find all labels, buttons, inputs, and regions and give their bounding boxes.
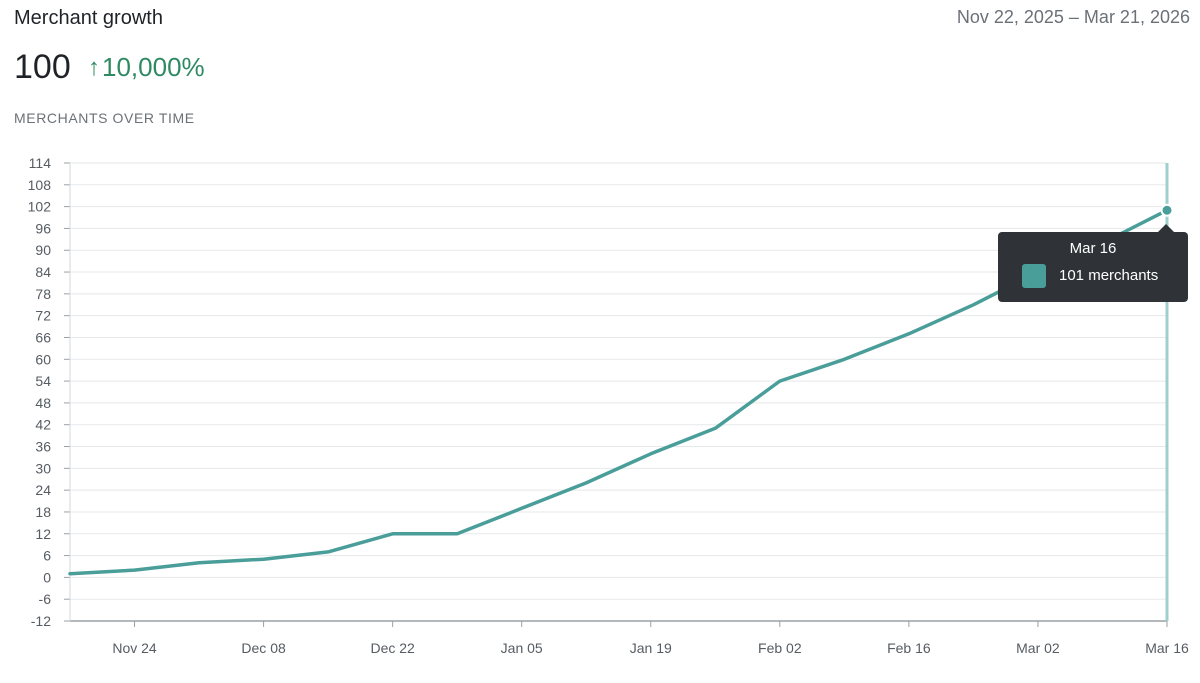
y-tick-label: 114 [29, 155, 52, 171]
y-tick-label: 6 [43, 548, 51, 564]
tooltip-value: 101 merchants [1059, 267, 1159, 284]
metric-value: 100 [14, 48, 71, 86]
y-tick-label: 24 [35, 482, 51, 498]
y-tick-label: 30 [35, 460, 51, 476]
tooltip-swatch [1022, 264, 1046, 288]
y-tick-label: -6 [39, 591, 52, 607]
x-tick-label: Jan 19 [630, 640, 672, 656]
chart-tooltip: Mar 16 101 merchants [998, 224, 1188, 302]
y-tick-label: 12 [35, 526, 51, 542]
x-tick-label: Nov 24 [112, 640, 157, 656]
series-layer [68, 208, 1169, 576]
chart-title: Merchant growth [14, 7, 163, 29]
y-tick-label: 48 [35, 395, 51, 411]
x-tick-label: Feb 16 [887, 640, 931, 656]
y-tick-label: 108 [28, 177, 52, 193]
y-tick-label: 66 [35, 329, 51, 345]
y-axis: -12 -6 0 6 12 18 24 30 36 42 48 54 60 66 72 78 84 90 96 102… [28, 155, 70, 629]
series-line [68, 208, 1169, 576]
x-tick-label: Dec 22 [370, 640, 415, 656]
tooltip-date: Mar 16 [1069, 240, 1117, 257]
x-tick-label: Dec 08 [241, 640, 286, 656]
chart-subtitle: MERCHANTS OVER TIME [14, 110, 195, 126]
y-tick-label: 60 [35, 351, 51, 367]
y-tick-label: 84 [35, 264, 51, 280]
x-tick-label: Mar 02 [1016, 640, 1060, 656]
x-tick-label: Jan 05 [501, 640, 543, 656]
change-value: 10,000% [102, 52, 205, 82]
y-tick-label: 72 [35, 308, 51, 324]
y-tick-label: 102 [28, 199, 52, 215]
x-tick-label: Feb 02 [758, 640, 802, 656]
change-indicator: ↑ 10,000% [88, 52, 205, 83]
arrow-up-icon: ↑ [88, 53, 100, 81]
y-tick-label: 96 [35, 220, 51, 236]
x-tick-label: Mar 16 [1145, 640, 1189, 656]
highlight-point [1160, 203, 1174, 217]
y-tick-label: 42 [35, 417, 51, 433]
y-tick-label: 18 [35, 504, 51, 520]
date-range[interactable]: Nov 22, 2025 – Mar 21, 2026 [956, 7, 1190, 27]
x-axis: Nov 24 Dec 08 Dec 22 Jan 05 Jan 19 Feb 02 Feb … [69, 163, 1189, 656]
y-tick-label: 90 [35, 242, 51, 258]
y-tick-label: 54 [35, 373, 51, 389]
y-tick-label: 36 [35, 439, 51, 455]
y-tick-label: 78 [35, 286, 51, 302]
y-tick-label: -12 [31, 613, 51, 629]
y-tick-label: 0 [43, 569, 51, 585]
